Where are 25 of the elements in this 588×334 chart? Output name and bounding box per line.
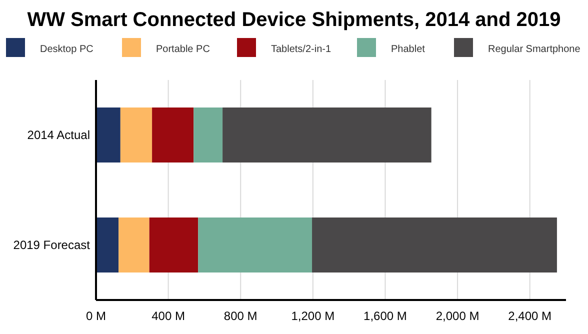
- bar: [222, 108, 432, 162]
- x-tick-label: 0 M: [86, 309, 106, 323]
- x-tick-label: 2,000 M: [436, 309, 480, 323]
- bar: [96, 218, 119, 272]
- bar: [312, 218, 557, 272]
- legend-label: Portable PC: [156, 44, 210, 55]
- legend-label: Phablet: [391, 44, 426, 55]
- bar: [120, 108, 152, 162]
- x-tick-label: 2,400 M: [508, 309, 552, 323]
- bar: [152, 108, 194, 162]
- x-tick-label: 400 M: [152, 309, 185, 323]
- legend-label: Tablets/2-in-1: [271, 44, 332, 55]
- legend-label: Desktop PC: [40, 44, 94, 55]
- x-tick-label: 1,600 M: [364, 309, 407, 323]
- legend-label: Regular Smartphone: [488, 44, 581, 55]
- x-tick-label: 1,200 M: [291, 309, 335, 323]
- y-tick-label: 2019 Forecast: [13, 238, 91, 252]
- chart-title: WW Smart Connected Device Shipments, 2014 and 2019: [27, 9, 561, 31]
- bar: [149, 218, 198, 272]
- bar: [194, 108, 223, 162]
- bar: [96, 108, 120, 162]
- y-tick-label: 2014 Actual: [27, 128, 90, 142]
- bar: [118, 218, 150, 272]
- bar: [198, 218, 312, 272]
- x-tick-label: 800 M: [224, 309, 258, 323]
